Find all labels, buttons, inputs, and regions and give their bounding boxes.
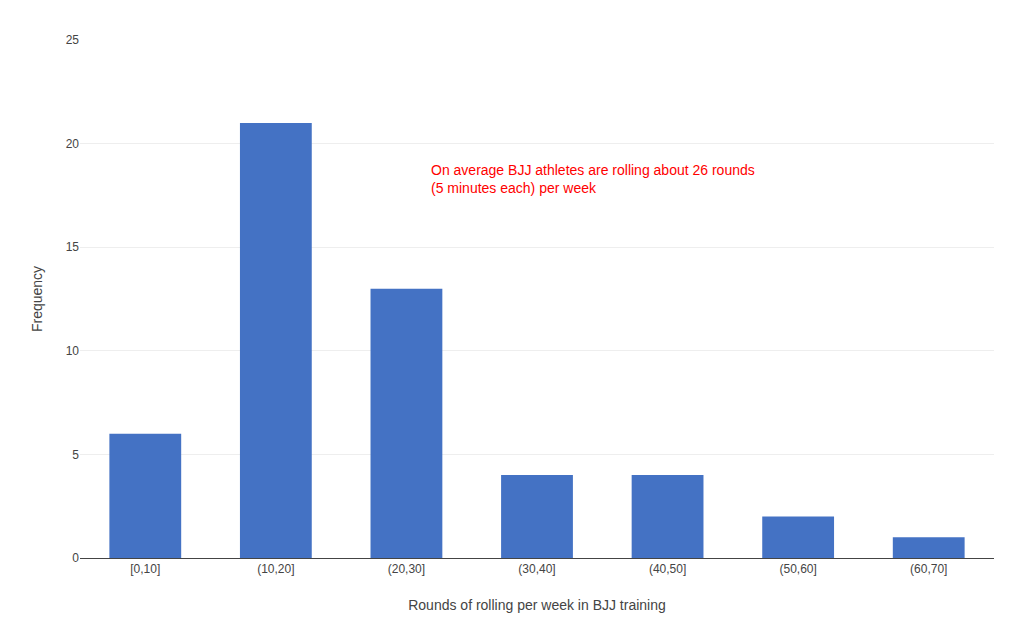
svg-text:10: 10 <box>66 344 80 358</box>
svg-text:0: 0 <box>72 551 79 565</box>
svg-text:(50,60]: (50,60] <box>779 562 816 576</box>
svg-text:(40,50]: (40,50] <box>649 562 686 576</box>
svg-text:5: 5 <box>72 448 79 462</box>
svg-text:20: 20 <box>66 137 80 151</box>
svg-text:15: 15 <box>66 240 80 254</box>
svg-text:(30,40]: (30,40] <box>518 562 555 576</box>
svg-text:(20,30]: (20,30] <box>388 562 425 576</box>
svg-text:Frequency: Frequency <box>29 266 45 332</box>
svg-text:[0,10]: [0,10] <box>130 562 160 576</box>
svg-text:On average BJJ athletes are ro: On average BJJ athletes are rolling abou… <box>431 162 755 196</box>
svg-text:Rounds of rolling per week in: Rounds of rolling per week in BJJ traini… <box>408 597 666 613</box>
svg-text:25: 25 <box>66 33 80 47</box>
svg-text:(60,70]: (60,70] <box>910 562 947 576</box>
svg-text:(10,20]: (10,20] <box>257 562 294 576</box>
